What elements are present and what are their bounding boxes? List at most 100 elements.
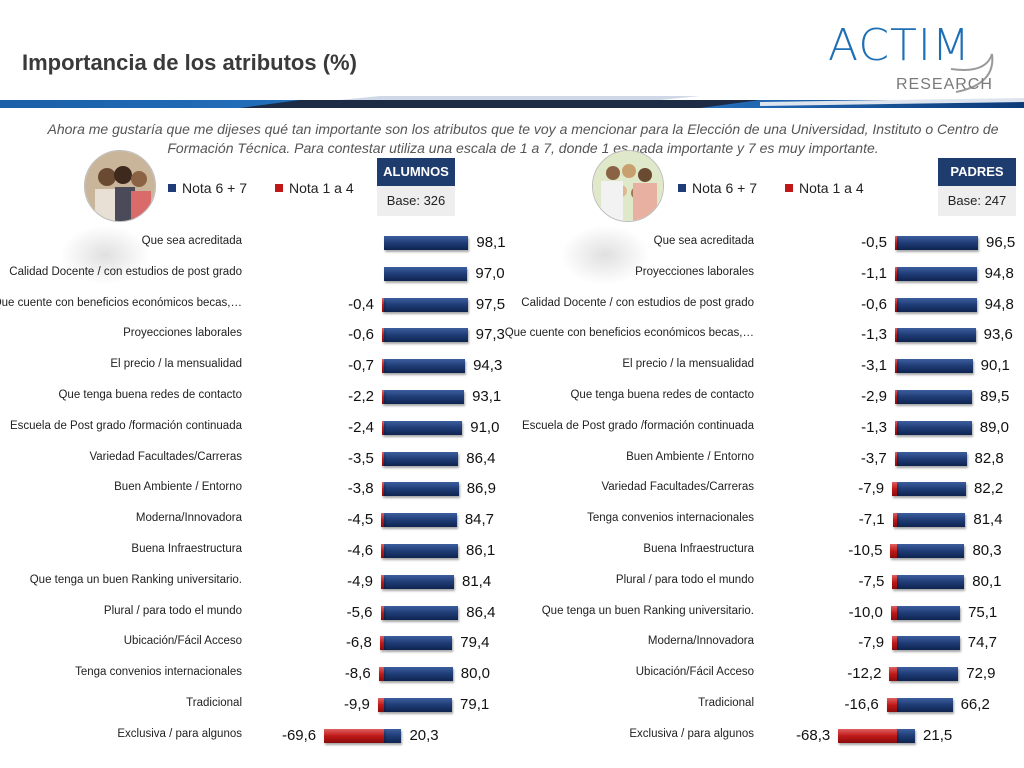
legend-pos-label: Nota 6 + 7 bbox=[182, 180, 247, 196]
value-label-nota-6-7: 98,1 bbox=[476, 234, 506, 251]
value-label-nota-6-7: 80,3 bbox=[972, 542, 1002, 559]
value-label-nota-1-4: -9,9 bbox=[344, 696, 370, 713]
value-label-nota-6-7: 80,0 bbox=[460, 665, 490, 683]
parents-photo bbox=[592, 150, 664, 222]
bar-nota-1-4 bbox=[380, 605, 384, 620]
value-label-nota-6-7: 79,4 bbox=[460, 634, 490, 652]
intro-text: Ahora me gustaría que me dijeses qué tan… bbox=[47, 121, 999, 156]
value-label-nota-1-4: -7,5 bbox=[858, 572, 885, 590]
bar-nota-6-7 bbox=[897, 482, 967, 497]
bar-nota-1-4 bbox=[895, 420, 897, 435]
value-label-nota-6-7: 74,7 bbox=[967, 634, 997, 652]
bar-nota-1-4 bbox=[382, 297, 384, 312]
value-label-nota-6-7: 97,3 bbox=[475, 326, 505, 344]
category-label: Buena Infraestructura bbox=[643, 543, 754, 555]
bar-nota-1-4 bbox=[382, 420, 384, 435]
legend-alumnos: Nota 6 + 7 Nota 1 a 4 bbox=[168, 180, 354, 196]
bar-nota-6-7 bbox=[897, 266, 977, 281]
decor-glow bbox=[560, 225, 650, 285]
value-label-nota-1-4: -6,8 bbox=[345, 634, 372, 652]
value-label-nota-6-7: 86,1 bbox=[466, 542, 496, 559]
value-label-nota-1-4: -1,3 bbox=[861, 326, 887, 344]
value-label-nota-6-7: 86,4 bbox=[466, 603, 496, 621]
bar-nota-6-7 bbox=[897, 420, 972, 435]
bar-nota-6-7 bbox=[384, 544, 459, 558]
bar-nota-1-4 bbox=[895, 266, 897, 281]
value-label-nota-6-7: 75,1 bbox=[968, 603, 998, 621]
value-label-nota-6-7: 97,0 bbox=[475, 264, 505, 282]
bar-nota-6-7 bbox=[897, 236, 979, 250]
value-label-nota-1-4: -7,9 bbox=[858, 634, 885, 652]
value-label-nota-1-4: -2,9 bbox=[861, 388, 887, 405]
bar-nota-6-7 bbox=[897, 390, 973, 404]
value-label-nota-6-7: 66,2 bbox=[960, 696, 990, 713]
value-label-nota-1-4: -10,5 bbox=[848, 542, 883, 559]
category-label: Exclusiva / para algunos bbox=[117, 727, 242, 740]
category-label: El precio / la mensualidad bbox=[110, 358, 242, 371]
bar-nota-6-7 bbox=[897, 451, 967, 466]
category-label: Que tenga un buen Ranking universitario. bbox=[29, 573, 242, 586]
bar-nota-1-4 bbox=[382, 390, 384, 404]
decor-glow bbox=[60, 225, 150, 285]
bar-nota-1-4 bbox=[895, 390, 897, 404]
value-label-nota-6-7: 86,9 bbox=[466, 480, 496, 498]
bar-nota-6-7 bbox=[897, 513, 966, 528]
bar-nota-1-4 bbox=[381, 482, 384, 497]
category-label: Proyecciones laborales bbox=[123, 327, 242, 340]
legend-neg-label: Nota 1 a 4 bbox=[289, 180, 354, 196]
value-label-nota-6-7: 94,8 bbox=[984, 264, 1014, 282]
value-label-nota-1-4: -12,2 bbox=[847, 665, 882, 683]
value-label-nota-6-7: 82,8 bbox=[974, 449, 1004, 467]
value-label-nota-1-4: -68,3 bbox=[796, 726, 831, 744]
value-label-nota-1-4: -2,2 bbox=[348, 388, 374, 405]
bar-nota-1-4 bbox=[838, 728, 897, 743]
bar-nota-1-4 bbox=[892, 636, 897, 651]
bar-nota-1-4 bbox=[382, 359, 384, 374]
bar-nota-1-4 bbox=[895, 359, 897, 374]
category-label: Plural / para todo el mundo bbox=[103, 604, 242, 617]
bar-nota-1-4 bbox=[381, 513, 384, 528]
bar-nota-6-7 bbox=[897, 328, 976, 343]
alumnos-base: Base: 326 bbox=[377, 186, 455, 216]
alumnos-header: ALUMNOS Base: 326 bbox=[377, 158, 455, 216]
bar-nota-6-7 bbox=[384, 728, 402, 743]
bar-nota-1-4 bbox=[895, 328, 897, 343]
value-label-nota-6-7: 80,1 bbox=[972, 572, 1002, 590]
logo-subtitle: RESEARCH bbox=[896, 76, 993, 93]
bar-nota-1-4 bbox=[895, 236, 897, 250]
bar-nota-6-7 bbox=[897, 544, 965, 558]
category-label: Buen Ambiente / Entorno bbox=[626, 450, 754, 463]
value-label-nota-6-7: 97,5 bbox=[475, 295, 506, 313]
value-label-nota-1-4: -16,6 bbox=[844, 696, 879, 713]
value-label-nota-6-7: 91,0 bbox=[470, 418, 500, 436]
bar-nota-1-4 bbox=[378, 667, 384, 682]
bar-nota-1-4 bbox=[380, 574, 384, 589]
category-label: Que sea acreditada bbox=[141, 235, 242, 247]
bar-nota-1-4 bbox=[894, 451, 897, 466]
bar-nota-6-7 bbox=[384, 328, 468, 343]
value-label-nota-1-4: -0,6 bbox=[348, 326, 374, 344]
bar-nota-1-4 bbox=[381, 544, 384, 558]
value-label-nota-1-4: -3,8 bbox=[347, 480, 374, 498]
category-label: Moderna/Innovadora bbox=[647, 635, 754, 648]
bar-nota-6-7 bbox=[897, 605, 961, 620]
value-label-nota-6-7: 84,7 bbox=[464, 511, 495, 529]
bar-nota-6-7 bbox=[897, 698, 953, 712]
bar-nota-6-7 bbox=[897, 728, 916, 743]
category-label: Que tenga un buen Ranking universitario. bbox=[541, 604, 754, 617]
bar-nota-6-7 bbox=[384, 236, 469, 250]
category-label: El precio / la mensualidad bbox=[622, 358, 754, 371]
bar-nota-6-7 bbox=[384, 451, 459, 466]
bar-nota-6-7 bbox=[384, 667, 453, 682]
category-label: Proyecciones laborales bbox=[635, 265, 754, 278]
bar-nota-6-7 bbox=[384, 390, 465, 404]
category-label: Tenga convenios internacionales bbox=[75, 666, 242, 679]
bar-nota-1-4 bbox=[892, 513, 897, 528]
legend-pos-swatch bbox=[168, 184, 176, 192]
value-label-nota-6-7: 20,3 bbox=[409, 726, 439, 744]
category-label: Que tenga buena redes de contacto bbox=[58, 389, 242, 401]
value-label-nota-6-7: 94,3 bbox=[473, 357, 503, 375]
padres-header: PADRES Base: 247 bbox=[938, 158, 1016, 216]
bar-nota-6-7 bbox=[384, 513, 457, 528]
students-photo bbox=[84, 150, 156, 222]
